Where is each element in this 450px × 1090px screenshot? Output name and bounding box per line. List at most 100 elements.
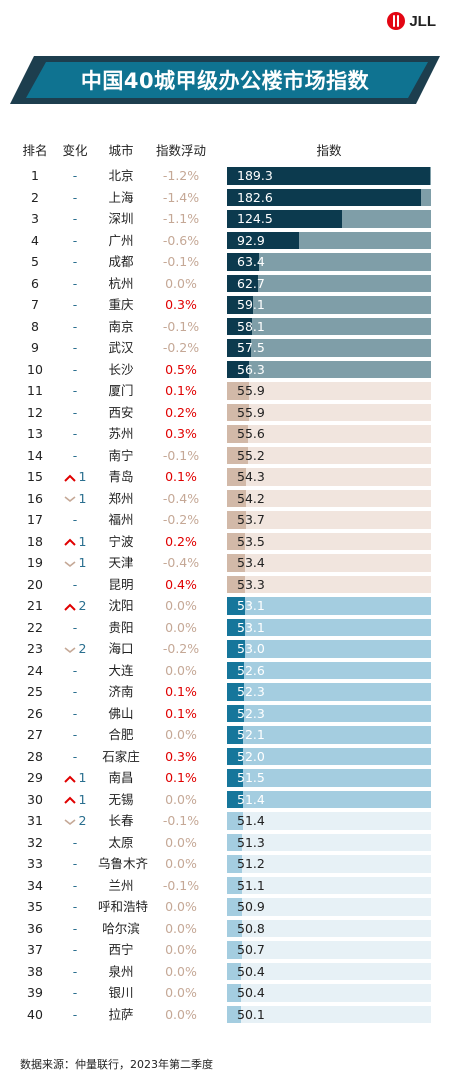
bar-track: 57.5 <box>227 339 431 357</box>
city-name: 哈尔滨 <box>102 920 140 936</box>
rank-value: 4 <box>31 232 39 248</box>
bar-value-label: 50.9 <box>237 899 265 914</box>
rank-value: 30 <box>27 791 43 807</box>
bar <box>227 898 242 916</box>
bar-value-label: 52.0 <box>237 748 265 764</box>
rank-down-icon <box>64 488 76 510</box>
rank-up-icon <box>63 531 76 553</box>
title-banner-main <box>26 62 428 98</box>
bar <box>227 554 246 572</box>
bar-track: 51.4 <box>227 790 431 808</box>
rank-up-icon <box>63 768 76 790</box>
bar-value-label: 53.4 <box>237 555 265 570</box>
table-row: 40 - 拉萨 0.0% 50.1 <box>0 1004 450 1026</box>
rank-down-icon <box>64 811 76 833</box>
bar <box>227 167 431 185</box>
bar-track: 50.8 <box>227 919 431 937</box>
index-float: 0.0% <box>165 834 197 850</box>
index-float: 0.2% <box>165 533 197 549</box>
bar-track: 63.4 <box>227 253 431 271</box>
header-index-float: 指数浮动 <box>155 143 206 158</box>
bar-value-label: 62.7 <box>237 275 265 291</box>
index-float: 0.0% <box>165 963 197 979</box>
table-row: 29 1 南昌 0.1% 51.5 <box>0 767 450 789</box>
rank-value: 20 <box>27 576 43 592</box>
table-row: 11 - 厦门 0.1% 55.9 <box>0 380 450 402</box>
rank-change: - <box>72 404 78 420</box>
rank-value: 14 <box>27 447 43 463</box>
rank-change: 2 <box>58 638 92 660</box>
bar <box>227 1005 241 1023</box>
city-name: 无锡 <box>108 791 134 807</box>
rank-value: 22 <box>27 619 43 635</box>
bar-track: 50.9 <box>227 898 431 916</box>
rank-up-icon <box>63 467 76 489</box>
index-float: -0.1% <box>162 877 200 893</box>
bar-value-label: 53.7 <box>237 512 265 527</box>
table-row: 25 - 济南 0.1% 52.3 <box>0 681 450 703</box>
rank-value: 13 <box>27 426 43 441</box>
bar <box>227 446 248 464</box>
city-name: 昆明 <box>108 576 134 592</box>
rank-value: 40 <box>27 1006 43 1022</box>
city-name: 南昌 <box>108 770 134 785</box>
bar-track: 52.6 <box>227 661 431 679</box>
table-row: 16 1 郑州 -0.4% 54.2 <box>0 488 450 510</box>
rank-up-icon <box>63 789 76 811</box>
bar-value-label: 53.1 <box>237 619 265 635</box>
bar-value-label: 51.3 <box>237 834 265 850</box>
rank-value: 7 <box>31 297 39 312</box>
bar-track: 52.3 <box>227 683 431 701</box>
bar-track: 51.3 <box>227 833 431 851</box>
header-index: 指数 <box>316 143 342 158</box>
rank-change: - <box>72 361 78 377</box>
rank-change-value: 1 <box>78 555 87 570</box>
rank-change: - <box>72 662 78 678</box>
index-float: -0.6% <box>162 232 200 248</box>
index-float: 0.3% <box>165 748 197 764</box>
table-row: 24 - 大连 0.0% 52.6 <box>0 660 450 682</box>
bar-value-label: 56.3 <box>237 361 265 377</box>
bar <box>227 253 259 271</box>
rank-change: 1 <box>58 552 92 574</box>
index-float: 0.1% <box>165 770 197 785</box>
bar <box>227 274 258 292</box>
table-row: 38 - 泉州 0.0% 50.4 <box>0 961 450 983</box>
rank-change-value: 1 <box>78 533 87 549</box>
bar-value-label: 92.9 <box>237 232 265 248</box>
bar-track: 53.5 <box>227 532 431 550</box>
city-name: 贵阳 <box>108 619 134 635</box>
table-row: 20 - 昆明 0.4% 53.3 <box>0 574 450 596</box>
rank-value: 24 <box>27 662 43 678</box>
city-name: 郑州 <box>108 490 134 506</box>
bar <box>227 597 245 615</box>
index-float: -0.1% <box>162 813 200 828</box>
city-name: 长春 <box>108 813 134 828</box>
index-float: -1.4% <box>162 189 200 205</box>
index-float: 0.0% <box>165 899 197 914</box>
rank-value: 8 <box>31 318 39 334</box>
table-row: 31 2 长春 -0.1% 51.4 <box>0 810 450 832</box>
bar-value-label: 50.7 <box>237 942 265 957</box>
index-float: 0.0% <box>165 275 197 291</box>
bar <box>227 683 244 701</box>
city-name: 乌鲁木齐 <box>98 856 149 871</box>
rank-change-value: 2 <box>78 598 87 613</box>
rank-value: 34 <box>27 877 43 893</box>
bar <box>227 941 242 959</box>
table-row: 34 - 兰州 -0.1% 51.1 <box>0 875 450 897</box>
rank-value: 17 <box>27 512 43 527</box>
rank-change: - <box>72 834 78 850</box>
bar <box>227 661 245 679</box>
bar-value-label: 59.1 <box>237 297 265 312</box>
bar-track: 50.7 <box>227 941 431 959</box>
bar-track: 59.1 <box>227 296 431 314</box>
rank-change: - <box>72 318 78 334</box>
rank-value: 26 <box>27 705 43 721</box>
table-row: 23 2 海口 -0.2% 53.0 <box>0 638 450 660</box>
table-row: 30 1 无锡 0.0% 51.4 <box>0 789 450 811</box>
index-float: -0.2% <box>162 512 200 527</box>
bar <box>227 360 250 378</box>
city-name: 海口 <box>108 641 134 656</box>
bar-value-label: 52.1 <box>237 727 265 742</box>
